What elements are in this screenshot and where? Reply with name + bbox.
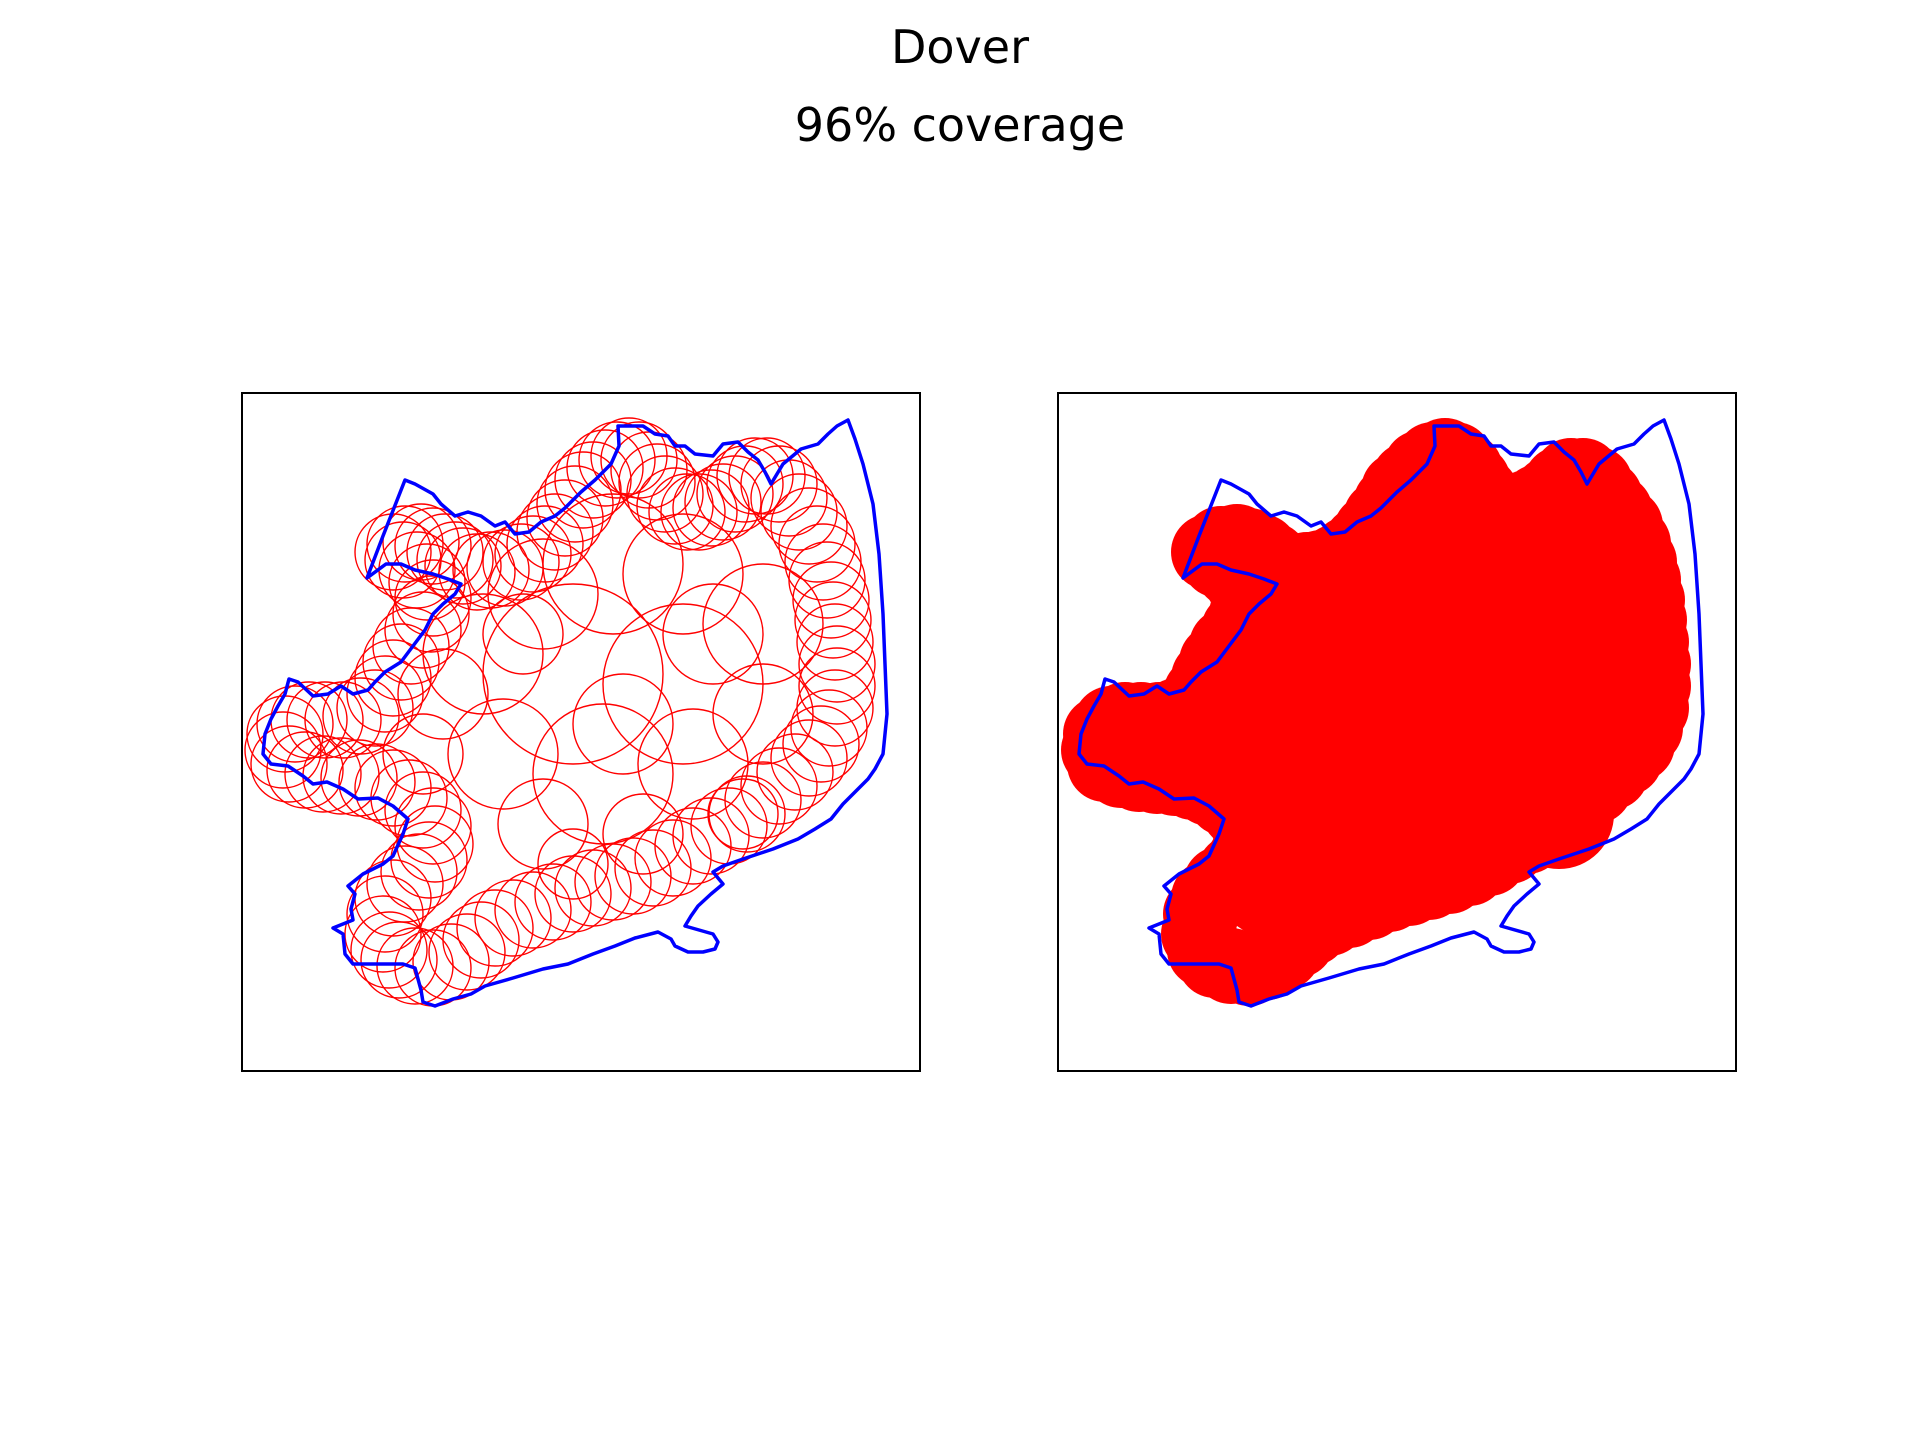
coverage-circle (376, 927, 454, 1005)
coverage-circle (364, 521, 442, 599)
coverage-circle (514, 863, 592, 941)
coverage-circle (636, 467, 714, 545)
coverage-circle (244, 711, 322, 789)
coverage-circle (456, 889, 534, 967)
coverage-circle (600, 421, 678, 499)
coverage-circle (494, 871, 572, 949)
coverage-circle (788, 541, 866, 619)
coverage-circle (494, 515, 572, 593)
panel-circle-outlines (241, 392, 921, 1072)
coverage-circle (637, 708, 749, 820)
coverage-circle (338, 743, 416, 821)
town-boundary (1077, 418, 1705, 1008)
coverage-circle (602, 603, 764, 765)
coverage-circle (256, 685, 334, 763)
coverage-circle (626, 455, 704, 533)
coverage-circle (422, 593, 544, 715)
coverage-circle (366, 505, 444, 583)
coverage-circle (778, 505, 856, 583)
coverage-circle (566, 429, 644, 507)
coverage-circle (534, 855, 612, 933)
coverage-circle (792, 561, 870, 639)
coverage-circle (362, 623, 440, 701)
coverage-circle (304, 681, 382, 759)
coverage-circle (354, 749, 432, 827)
coverage-circle (382, 713, 464, 795)
coverage-circle (602, 793, 684, 875)
coverage-circle (724, 761, 802, 839)
coverage-circle (447, 698, 559, 810)
coverage-circle (286, 681, 364, 759)
coverage-circle (578, 421, 656, 499)
coverage-circle (770, 487, 848, 565)
coverage-circle (474, 879, 552, 957)
coverage-circle (707, 778, 779, 850)
coverage-circle (416, 521, 494, 599)
figure-title: Dover (891, 20, 1029, 74)
panel-filled-coverage (1057, 392, 1737, 1072)
coverage-circle (790, 689, 868, 767)
coverage-circle (622, 513, 744, 635)
coverage-circle (344, 895, 422, 973)
coverage-circle (740, 445, 818, 523)
coverage-circle (634, 819, 712, 897)
coverage-circle (712, 663, 814, 765)
coverage-circle (428, 913, 506, 991)
coverage-circle (482, 593, 564, 675)
coverage-circle (796, 603, 874, 681)
coverage-circle (537, 828, 609, 900)
coverage-circles-group (244, 417, 876, 1007)
coverage-fill-group (1061, 418, 1691, 1006)
coverage-circle (397, 648, 489, 740)
coverage-disc (1181, 522, 1257, 598)
coverage-circle (702, 563, 824, 685)
coverage-circle (388, 543, 466, 621)
coverage-circle (394, 559, 472, 637)
coverage-circle (728, 437, 806, 515)
map-left (244, 417, 889, 1008)
coverage-circle (497, 778, 589, 870)
coverage-circle (526, 479, 604, 557)
town-boundary (261, 418, 889, 1008)
figure-subtitle: 96% coverage (794, 98, 1126, 152)
coverage-circle (684, 463, 762, 541)
coverage-circle (392, 575, 470, 653)
coverage-circle (782, 705, 860, 783)
coverage-circle (614, 829, 692, 907)
coverage-circle (662, 583, 764, 685)
coverage-circle (706, 445, 784, 523)
coverage-circle (794, 581, 872, 659)
coverage-circle (266, 731, 344, 809)
coverage-circle (798, 625, 876, 703)
coverage-circle (532, 703, 674, 845)
coverage-circle (542, 493, 684, 635)
coverage-circle (760, 473, 838, 551)
coverage-circle (382, 503, 460, 581)
coverage-circle (336, 669, 414, 747)
coverage-circle (654, 807, 732, 885)
coverage-circle (366, 845, 444, 923)
coverage-circle (384, 771, 462, 849)
coverage-circle (536, 465, 614, 543)
coverage-circle (798, 647, 876, 725)
coverage-circle (660, 473, 738, 551)
coverage-circle (770, 719, 848, 797)
map-right (1061, 418, 1705, 1008)
coverage-circle (572, 673, 674, 775)
coverage-circle (424, 527, 502, 605)
coverage-circle (380, 833, 458, 911)
coverage-circle (390, 821, 468, 899)
coverage-circle (442, 901, 520, 979)
coverage-circle (544, 451, 622, 529)
coverage-circle (320, 739, 398, 817)
coverage-circle (346, 875, 424, 953)
coverage-fill-core (1159, 464, 1651, 954)
coverage-circle (406, 513, 484, 591)
coverage-circle (740, 747, 818, 825)
coverage-circle (250, 725, 328, 803)
coverage-circle (346, 655, 424, 733)
coverage-circle (756, 733, 834, 811)
coverage-circle (648, 473, 726, 551)
coverage-circle (350, 911, 428, 989)
